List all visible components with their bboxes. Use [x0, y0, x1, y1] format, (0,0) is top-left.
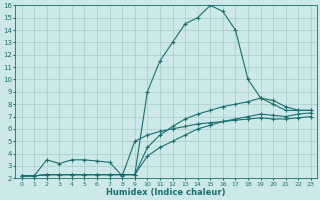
X-axis label: Humidex (Indice chaleur): Humidex (Indice chaleur): [107, 188, 226, 197]
